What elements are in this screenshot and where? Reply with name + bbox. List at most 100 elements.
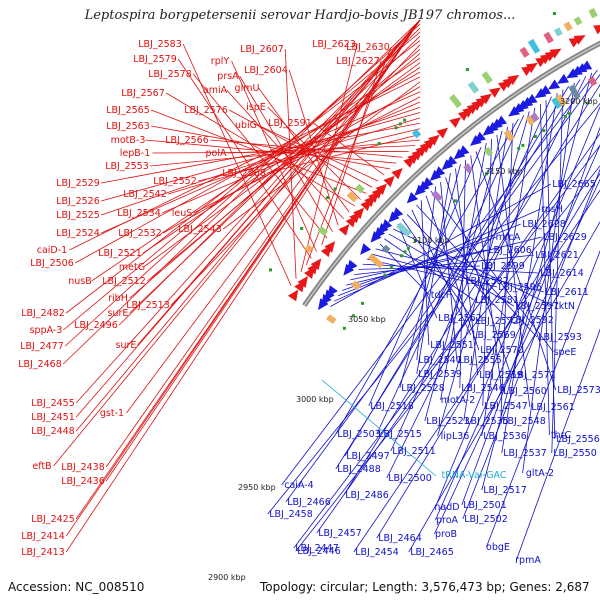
- left-leader-line: [146, 53, 421, 282]
- left-leader-line: [312, 122, 385, 176]
- feature-block: [588, 76, 598, 87]
- forward-gene-arrow: [338, 224, 350, 236]
- left-leader-line: [163, 86, 421, 234]
- right-leader-line: [424, 130, 503, 422]
- right-leader-line: [516, 328, 600, 561]
- right-gene-label: LBJ_2562: [438, 313, 482, 324]
- right-gene-label: LBJ_2561: [531, 402, 575, 413]
- left-gene-label: LBJ_2512: [102, 276, 146, 287]
- right-gene-label: LBJ_2551: [430, 340, 474, 351]
- right-leader-line: [461, 126, 600, 506]
- feature-block: [573, 16, 583, 26]
- left-gene-label: lepB-1: [120, 148, 151, 159]
- right-gene-label: LBJ_2458: [269, 509, 313, 520]
- right-leader-line: [416, 172, 451, 375]
- right-gene-label: LBJ_2503: [337, 429, 381, 440]
- left-leader-line: [75, 19, 421, 432]
- right-gene-label: rpsH: [541, 204, 563, 215]
- left-gene-label: LBJ_2630: [346, 42, 390, 53]
- gc-marker: [533, 134, 537, 138]
- right-gene-label: LBJ_2621: [535, 250, 579, 261]
- forward-gene-arrow: [287, 289, 299, 302]
- kbp-tick-label: 3000 kbp: [296, 395, 334, 404]
- right-leader-line: [346, 236, 542, 286]
- kbp-tick-label: 3200 kbp: [560, 97, 598, 106]
- gc-marker: [333, 187, 337, 191]
- forward-gene-arrow: [573, 35, 586, 45]
- right-leader-line: [375, 248, 544, 293]
- right-leader-line: [440, 181, 458, 361]
- reverse-gene-arrow: [570, 65, 583, 76]
- left-gene-label: ispE: [246, 102, 266, 113]
- gc-marker: [552, 11, 556, 15]
- right-gene-label: caiA-4: [284, 480, 313, 491]
- right-gene-label: LBJ_2606: [488, 245, 532, 256]
- left-gene-label: LBJ_2583: [138, 39, 182, 50]
- left-leader-line: [105, 19, 421, 468]
- right-gene-label: LBJ_2518: [370, 401, 414, 412]
- right-gene-label: mrcA: [496, 232, 521, 243]
- right-gene-label: LBJ_2546: [461, 383, 505, 394]
- right-gene-label: LBJ_2502: [464, 514, 508, 525]
- gc-marker: [454, 199, 458, 203]
- right-leader-line: [386, 75, 587, 479]
- label-leader-lines: [53, 19, 600, 561]
- right-gene-label: thrC: [551, 430, 572, 441]
- left-gene-label: LBJ_2482: [21, 308, 65, 319]
- reverse-gene-arrow: [566, 68, 579, 79]
- backbone-highlight: [303, 42, 600, 306]
- right-leader-line: [435, 105, 600, 508]
- reverse-gene-arrow: [381, 219, 393, 231]
- feature-block: [588, 8, 598, 19]
- right-gene-label: motA-2: [441, 395, 476, 406]
- left-gene-label: LBJ_2436: [61, 476, 105, 487]
- right-gene-label: nadD: [434, 502, 459, 513]
- gc-marker: [383, 273, 387, 277]
- forward-gene-arrow: [436, 127, 449, 139]
- right-gene-label: LBJ_2501: [463, 500, 507, 511]
- right-leader-line: [295, 165, 600, 552]
- right-leader-line: [376, 172, 600, 539]
- left-gene-label: ubiG: [235, 120, 257, 131]
- feature-block: [381, 244, 391, 254]
- left-leader-line: [165, 92, 356, 207]
- gc-marker: [377, 142, 381, 146]
- left-gene-label: LBJ_2623: [312, 39, 356, 50]
- right-gene-label: LBJ_2511: [392, 446, 436, 457]
- gc-marker: [389, 265, 393, 269]
- right-gene-label: LBJ_2556: [556, 434, 600, 445]
- right-gene-label: LBJ_2447: [295, 543, 339, 554]
- left-gene-label: LBJ_2542: [123, 189, 167, 200]
- right-leader-line: [463, 126, 508, 422]
- left-gene-label: LBJ_2513: [126, 300, 170, 311]
- right-gene-label: LBJ_2550: [553, 448, 597, 459]
- left-leader-line: [65, 19, 421, 553]
- left-leader-line: [53, 19, 421, 467]
- left-leader-line: [142, 67, 421, 254]
- left-leader-line: [62, 19, 421, 365]
- left-gene-label: eftB: [32, 461, 51, 472]
- topology-text: Topology: circular; Length: 3,576,473 bp…: [260, 580, 590, 594]
- right-leader-line: [281, 69, 598, 486]
- left-gene-label: LBJ_2525: [56, 210, 100, 221]
- forward-gene-arrow: [391, 168, 403, 180]
- left-leader-line: [177, 58, 312, 259]
- left-gene-label: LBJ_2543: [178, 224, 222, 235]
- forward-gene-arrow: [353, 207, 365, 220]
- left-leader-line: [226, 89, 344, 219]
- left-gene-label: LBJ_2425: [31, 514, 75, 525]
- gc-marker: [568, 112, 572, 116]
- gc-marker: [400, 254, 404, 258]
- feature-block: [396, 222, 412, 237]
- right-leader-line: [435, 144, 600, 521]
- reverse-gene-arrow: [580, 60, 593, 71]
- forward-gene-arrow: [375, 183, 387, 195]
- rna-gene-label: tRNA-Val-GAC: [442, 470, 507, 481]
- right-leader-line: [420, 200, 430, 346]
- right-leader-line: [335, 79, 581, 470]
- gc-marker: [406, 246, 410, 250]
- left-gene-label: LBJ_2526: [56, 196, 100, 207]
- right-leader-line: [350, 249, 487, 281]
- gc-marker: [563, 114, 567, 118]
- right-leader-line: [437, 111, 530, 437]
